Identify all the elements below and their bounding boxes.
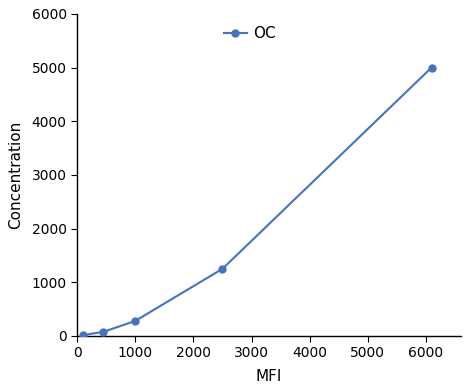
Y-axis label: Concentration: Concentration — [8, 121, 23, 229]
OC — [80, 333, 86, 338]
OC — [219, 267, 225, 271]
Legend: OC: OC — [219, 22, 280, 45]
OC — [100, 330, 106, 334]
Line: OC: OC — [80, 64, 435, 339]
OC — [133, 319, 138, 323]
OC — [429, 65, 434, 70]
X-axis label: MFI: MFI — [256, 368, 282, 384]
